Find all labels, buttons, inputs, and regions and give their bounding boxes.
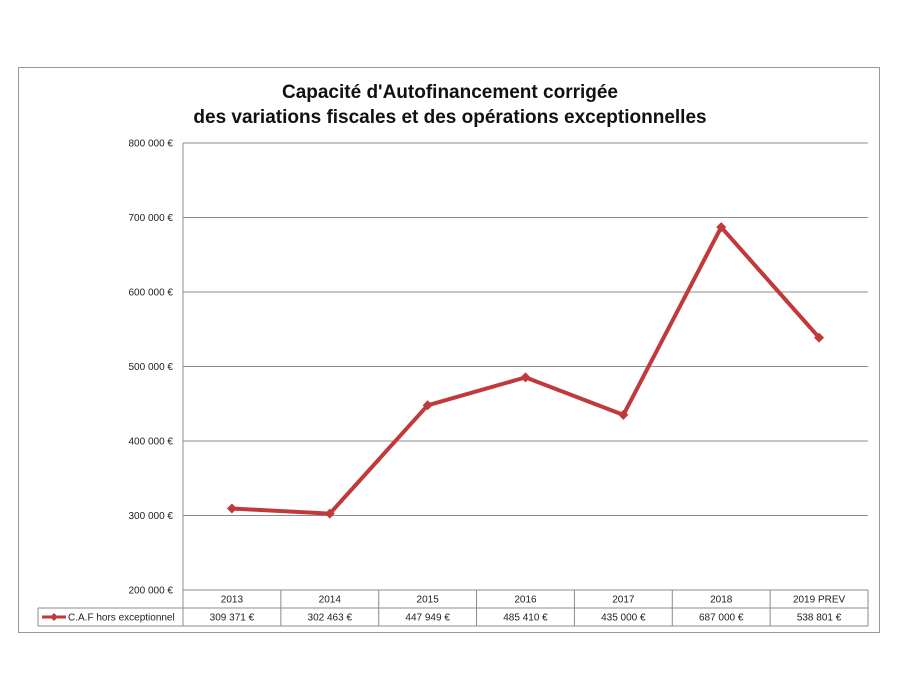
legend-marker bbox=[50, 613, 58, 621]
chart-frame bbox=[18, 67, 880, 633]
data-label: 302 463 € bbox=[308, 613, 353, 624]
y-tick-label: 400 000 € bbox=[129, 437, 174, 448]
data-point-marker bbox=[324, 508, 335, 519]
y-tick-label: 700 000 € bbox=[129, 213, 174, 224]
data-point-marker bbox=[422, 400, 433, 411]
data-label: 687 000 € bbox=[699, 613, 744, 624]
y-tick-label: 500 000 € bbox=[129, 362, 174, 373]
data-point-marker bbox=[814, 332, 825, 343]
data-point-marker bbox=[618, 409, 629, 420]
data-label: 538 801 € bbox=[797, 613, 842, 624]
data-point-marker bbox=[520, 372, 531, 383]
x-tick-label: 2014 bbox=[319, 595, 342, 606]
y-tick-label: 200 000 € bbox=[129, 586, 174, 597]
y-tick-label: 300 000 € bbox=[129, 511, 174, 522]
y-tick-label: 600 000 € bbox=[129, 288, 174, 299]
x-tick-label: 2013 bbox=[221, 595, 244, 606]
y-tick-label: 800 000 € bbox=[129, 139, 174, 150]
chart-title: Capacité d'Autofinancement corrigée des … bbox=[0, 80, 900, 130]
data-point-marker bbox=[716, 222, 727, 233]
x-tick-label: 2017 bbox=[612, 595, 635, 606]
data-label: 447 949 € bbox=[405, 613, 450, 624]
chart-title-line-1: Capacité d'Autofinancement corrigée bbox=[281, 82, 619, 103]
chart-title-line-2: des variations fiscales et des opération… bbox=[193, 107, 707, 128]
data-label: 435 000 € bbox=[601, 613, 646, 624]
data-label: 485 410 € bbox=[503, 613, 548, 624]
data-label: 309 371 € bbox=[210, 613, 255, 624]
legend-label: C.A.F hors exceptionnel bbox=[68, 613, 175, 624]
x-tick-label: 2015 bbox=[417, 595, 440, 606]
data-point-marker bbox=[226, 503, 237, 514]
x-tick-label: 2018 bbox=[710, 595, 733, 606]
x-tick-label: 2016 bbox=[514, 595, 537, 606]
x-tick-label: 2019 PREV bbox=[793, 595, 846, 606]
series-line bbox=[229, 225, 822, 516]
